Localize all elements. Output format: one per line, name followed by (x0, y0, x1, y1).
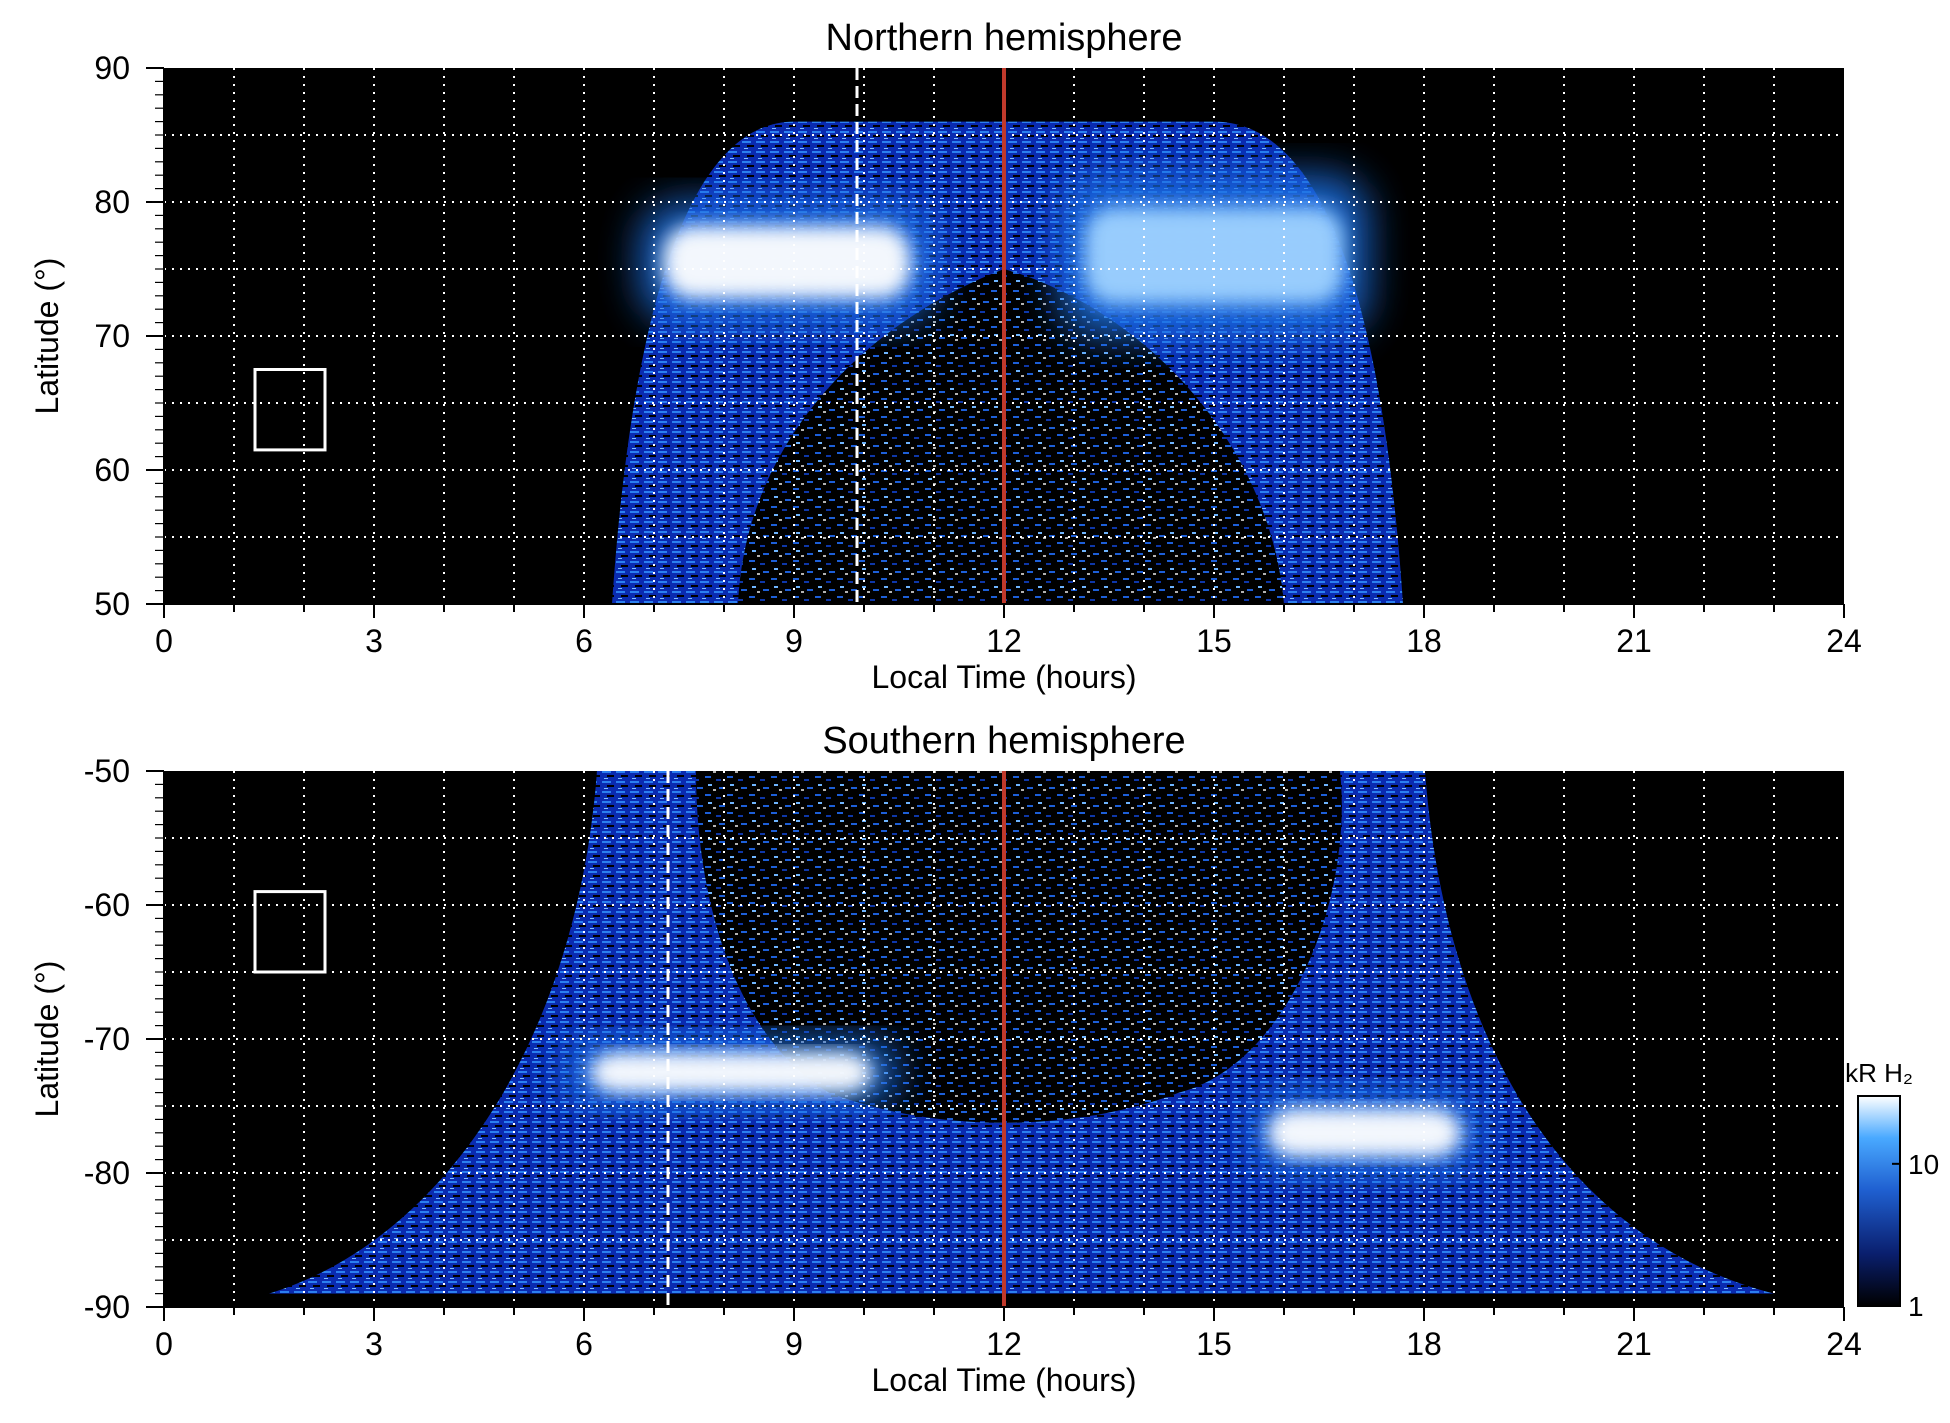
x-axis-label: Local Time (hours) (872, 1362, 1137, 1398)
bright-band (663, 226, 911, 299)
emission-map (269, 771, 1774, 1294)
x-tick-label: 21 (1616, 1326, 1652, 1362)
x-tick-label: 3 (365, 623, 383, 659)
colorbar-gradient (1857, 1095, 1901, 1307)
y-tick-label: -70 (84, 1021, 130, 1057)
x-axis-label: Local Time (hours) (872, 659, 1137, 695)
x-tick-label: 18 (1406, 623, 1442, 659)
y-tick-label: 90 (94, 50, 130, 86)
colorbar-tick-label: 1 (1908, 1291, 1924, 1322)
y-tick-label: -50 (84, 753, 130, 789)
marker-box (253, 368, 327, 452)
x-tick-label: 15 (1196, 1326, 1232, 1362)
x-axis: 0 3 6 9 12 15 18 21 24 (155, 1307, 1862, 1362)
x-tick-label: 21 (1616, 623, 1652, 659)
y-tick-label: 70 (94, 318, 130, 354)
bright-band (589, 1052, 873, 1093)
chart-title: Southern hemisphere (822, 720, 1185, 762)
x-tick-label: 12 (986, 1326, 1022, 1362)
x-tick-label: 6 (575, 623, 593, 659)
x-tick-label: 24 (1826, 1326, 1862, 1362)
x-tick-label: 0 (155, 623, 173, 659)
x-tick-label: 12 (986, 623, 1022, 659)
bright-band (1267, 1108, 1462, 1157)
colorbar-tick-label: 10 (1908, 1149, 1939, 1180)
chart-title: Northern hemisphere (826, 17, 1183, 59)
x-tick-label: 24 (1826, 623, 1862, 659)
colorbar-label: kR H₂ (1845, 1058, 1913, 1088)
x-tick-label: 3 (365, 1326, 383, 1362)
y-axis: -90 -80 -70 -60 -50 (84, 753, 164, 1325)
emission-map (612, 121, 1403, 604)
marker-box (253, 890, 327, 974)
y-axis-label: Latitude (°) (29, 258, 65, 415)
colorbar: kR H₂ 1 10 (1845, 1058, 1939, 1322)
emission-interior (738, 269, 1284, 604)
x-tick-label: 9 (785, 1326, 803, 1362)
y-tick-label: 60 (94, 452, 130, 488)
southern-panel: Southern hemisphere 0 3 6 9 12 15 18 21 24 Local T… (29, 720, 1862, 1398)
x-tick-label: 15 (1196, 623, 1232, 659)
y-tick-label: -80 (84, 1155, 130, 1191)
y-tick-label: -60 (84, 887, 130, 923)
y-tick-label: 80 (94, 184, 130, 220)
x-tick-label: 0 (155, 1326, 173, 1362)
x-tick-label: 6 (575, 1326, 593, 1362)
y-axis-label: Latitude (°) (29, 961, 65, 1118)
emission-interior (696, 771, 1342, 1123)
x-tick-label: 9 (785, 623, 803, 659)
y-tick-label: 50 (94, 586, 130, 622)
northern-panel: Northern hemisphere 0 3 6 9 12 15 18 21 24 Local T… (29, 17, 1862, 695)
y-axis: 50 60 70 80 90 (94, 50, 164, 622)
bright-band (1084, 207, 1344, 304)
x-axis: 0 3 6 9 12 15 18 21 24 (155, 604, 1862, 659)
x-tick-label: 18 (1406, 1326, 1442, 1362)
y-tick-label: -90 (84, 1289, 130, 1325)
